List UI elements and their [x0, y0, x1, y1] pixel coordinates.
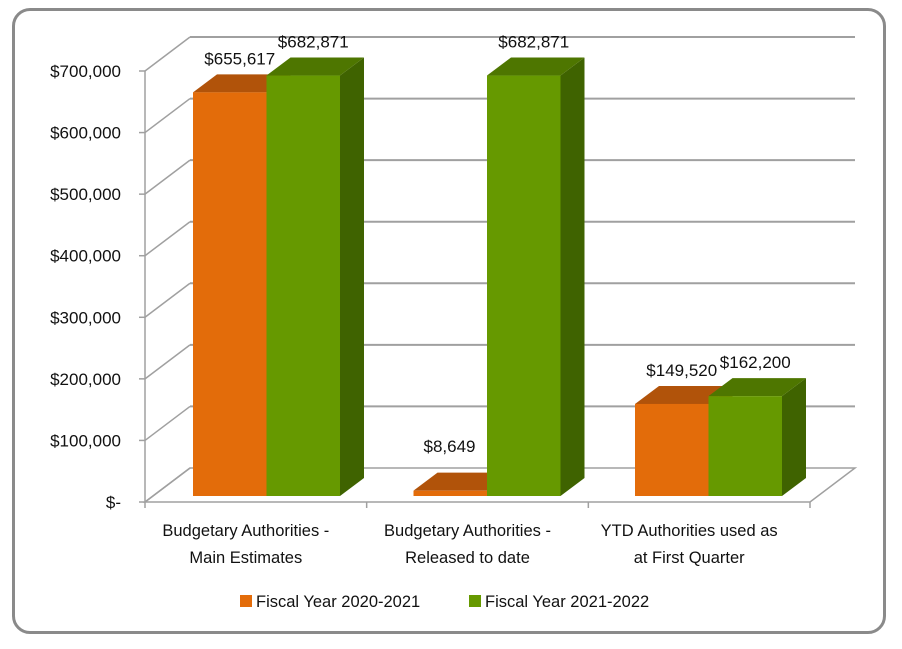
bar	[413, 490, 487, 496]
y-tick-label: $400,000	[50, 247, 121, 266]
data-label: $655,617	[204, 49, 275, 68]
gridline-side	[144, 221, 191, 257]
bar-top	[487, 57, 585, 76]
gridline-side	[144, 344, 191, 380]
legend: Fiscal Year 2020-2021 Fiscal Year 2021-20…	[240, 593, 649, 611]
gridline-side	[144, 405, 191, 442]
y-tick-label: $600,000	[50, 124, 121, 143]
data-label: $149,520	[646, 361, 717, 380]
bar-top	[635, 385, 733, 404]
category-label: Budgetary Authorities -	[162, 522, 329, 540]
y-tick-label: $-	[106, 493, 121, 512]
data-label: $682,871	[498, 33, 569, 52]
bar-side	[560, 57, 585, 496]
y-tick-label: $500,000	[50, 185, 121, 204]
category-labels: Budgetary Authorities - Main Estimates Bud…	[162, 522, 777, 567]
category-label: YTD Authorities used as	[601, 522, 778, 540]
gridline-side	[144, 36, 191, 72]
bar	[193, 92, 267, 497]
data-label: $8,649	[424, 437, 476, 456]
gridline-side	[144, 159, 191, 195]
data-label: $682,871	[278, 33, 349, 52]
bar	[487, 75, 561, 496]
bars	[193, 57, 806, 497]
bar	[266, 75, 340, 496]
y-tick-label: $300,000	[50, 308, 121, 327]
category-label: at First Quarter	[634, 549, 745, 567]
bar-top	[266, 57, 364, 76]
legend-swatch	[240, 595, 252, 607]
y-tick-label: $700,000	[50, 62, 121, 81]
bar-side	[782, 378, 806, 496]
gridline-side	[144, 97, 191, 134]
legend-label: Fiscal Year 2020-2021	[256, 593, 420, 611]
gridline-side	[144, 282, 191, 318]
category-label: Budgetary Authorities -	[384, 522, 551, 540]
chart-frame	[12, 8, 886, 634]
category-label: Released to date	[405, 549, 530, 567]
category-label: Main Estimates	[189, 549, 302, 567]
bar-top	[413, 472, 511, 491]
bar	[635, 403, 709, 496]
axes: $- $100,000 $200,000 $300,000 $400,000 $500,0…	[50, 62, 858, 512]
bar-top	[193, 74, 291, 93]
data-labels: $655,617$682,871$8,649$682,871$149,520 $1…	[204, 33, 790, 456]
legend-swatch	[469, 595, 481, 607]
bar	[708, 396, 782, 496]
data-label: $162,200	[720, 353, 791, 372]
legend-label: Fiscal Year 2021-2022	[485, 593, 649, 611]
y-tick-label: $100,000	[50, 431, 121, 450]
bar-side	[340, 57, 364, 496]
y-tick-label: $200,000	[50, 370, 121, 389]
bar-top	[708, 378, 806, 397]
